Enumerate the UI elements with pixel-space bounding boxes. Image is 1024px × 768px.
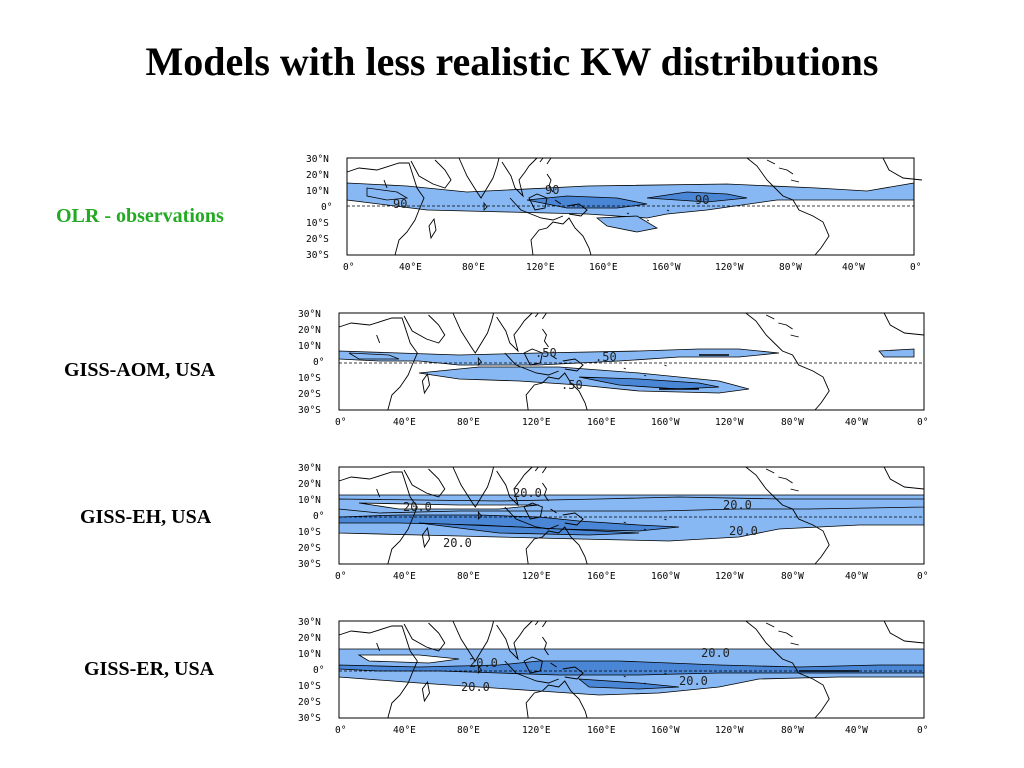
lat-tick: 0°: [313, 511, 324, 522]
contour-label: 20.0: [723, 498, 752, 512]
lat-tick: 20°N: [298, 325, 321, 336]
lon-tick: 40°W: [845, 417, 868, 428]
lat-tick: 30°S: [298, 559, 321, 570]
lat-tick: 30°N: [306, 154, 329, 165]
contour-label: 20.0: [513, 486, 542, 500]
lat-tick: 30°S: [298, 713, 321, 724]
lon-tick: 80°W: [779, 262, 802, 273]
lat-tick: 20°S: [298, 543, 321, 554]
lat-tick: 10°N: [298, 495, 321, 506]
contour-label: 20.0: [443, 536, 472, 550]
lon-tick: 120°E: [526, 262, 555, 273]
lon-tick: 40°W: [845, 571, 868, 582]
lat-tick: 30°N: [298, 617, 321, 628]
lat-tick: 20°N: [298, 479, 321, 490]
lat-tick: 20°S: [306, 234, 329, 245]
lon-tick: 0°: [917, 417, 928, 428]
lon-tick: 160°E: [589, 262, 618, 273]
lat-tick: 20°N: [298, 633, 321, 644]
lat-tick: 20°N: [306, 170, 329, 181]
panel-label-obs: OLR - observations: [56, 205, 224, 227]
lat-tick: 10°N: [298, 341, 321, 352]
lat-tick: 10°N: [306, 186, 329, 197]
panel-label-giss-er: GISS-ER, USA: [84, 658, 215, 680]
map-panel-giss-aom: .50 .50 .50 30°N 20°N 10°N 0° 10°S 20°S …: [298, 309, 928, 428]
map-panel-giss-eh: 20.0 20.0 20.0 20.0 20.0 30°N 20°N 10°N …: [298, 463, 928, 582]
lon-tick: 120°E: [522, 417, 551, 428]
lon-tick: 0°: [335, 725, 346, 736]
lon-tick: 120°W: [715, 262, 744, 273]
lon-tick: 160°W: [652, 262, 681, 273]
contour-label: 90: [545, 183, 559, 197]
slide-title: Models with less realistic KW distributi…: [145, 39, 879, 84]
contour-label: 20.0: [701, 646, 730, 660]
lon-tick: 0°: [917, 571, 928, 582]
lon-tick: 80°E: [457, 571, 480, 582]
lon-tick: 160°E: [587, 725, 616, 736]
lat-tick: 30°N: [298, 463, 321, 474]
map-panel-giss-er: 20.0 20.0 20.0 20.0 30°N 20°N 10°N 0° 10…: [298, 617, 928, 736]
lat-tick: 30°S: [298, 405, 321, 416]
lon-tick: 120°E: [522, 571, 551, 582]
lat-tick: 10°N: [298, 649, 321, 660]
lon-tick: 0°: [335, 571, 346, 582]
contour-label: .50: [535, 346, 557, 360]
panel-label-giss-aom: GISS-AOM, USA: [64, 359, 216, 381]
lon-tick: 40°W: [842, 262, 865, 273]
lon-tick: 0°: [910, 262, 921, 273]
lon-tick: 120°W: [715, 571, 744, 582]
lat-tick: 20°S: [298, 389, 321, 400]
lon-tick: 160°E: [587, 417, 616, 428]
lon-tick: 40°E: [399, 262, 422, 273]
lat-tick: 30°N: [298, 309, 321, 320]
lon-tick: 80°W: [781, 571, 804, 582]
contour-label: 20.0: [461, 680, 490, 694]
lon-tick: 160°W: [651, 571, 680, 582]
lon-tick: 120°E: [522, 725, 551, 736]
contour-label: 20.0: [679, 674, 708, 688]
contour-label: .50: [561, 378, 583, 392]
lon-tick: 80°E: [457, 417, 480, 428]
lon-tick: 120°W: [715, 417, 744, 428]
lon-tick: 0°: [343, 262, 354, 273]
lon-tick: 80°W: [781, 417, 804, 428]
contour-label: 20.0: [469, 656, 498, 670]
lat-tick: 10°S: [298, 681, 321, 692]
lat-tick: 10°S: [298, 527, 321, 538]
lon-tick: 40°E: [393, 417, 416, 428]
lon-tick: 80°E: [462, 262, 485, 273]
panel-label-giss-eh: GISS-EH, USA: [80, 506, 212, 528]
contour-label: 90: [393, 197, 407, 211]
lat-tick: 0°: [321, 202, 332, 213]
lon-tick: 120°W: [715, 725, 744, 736]
lon-tick: 0°: [917, 725, 928, 736]
lon-tick: 160°W: [651, 417, 680, 428]
lat-tick: 0°: [313, 665, 324, 676]
lon-tick: 160°W: [651, 725, 680, 736]
lon-tick: 160°E: [587, 571, 616, 582]
lat-tick: 20°S: [298, 697, 321, 708]
lat-tick: 10°S: [298, 373, 321, 384]
contour-label: 20.0: [729, 524, 758, 538]
lon-tick: 80°W: [781, 725, 804, 736]
lon-tick: 80°E: [457, 725, 480, 736]
lat-tick: 0°: [313, 357, 324, 368]
lat-tick: 30°S: [306, 250, 329, 261]
contour-label: .50: [595, 350, 617, 364]
lon-tick: 40°E: [393, 725, 416, 736]
lat-tick: 10°S: [306, 218, 329, 229]
contour-label: 90: [695, 193, 709, 207]
lon-tick: 40°E: [393, 571, 416, 582]
lon-tick: 0°: [335, 417, 346, 428]
lon-tick: 40°W: [845, 725, 868, 736]
contour-label: 20.0: [403, 500, 432, 514]
map-panel-obs: 90 90 90 30°N 20°N 10°N 0° 10°S 20°S 30°…: [306, 154, 923, 273]
